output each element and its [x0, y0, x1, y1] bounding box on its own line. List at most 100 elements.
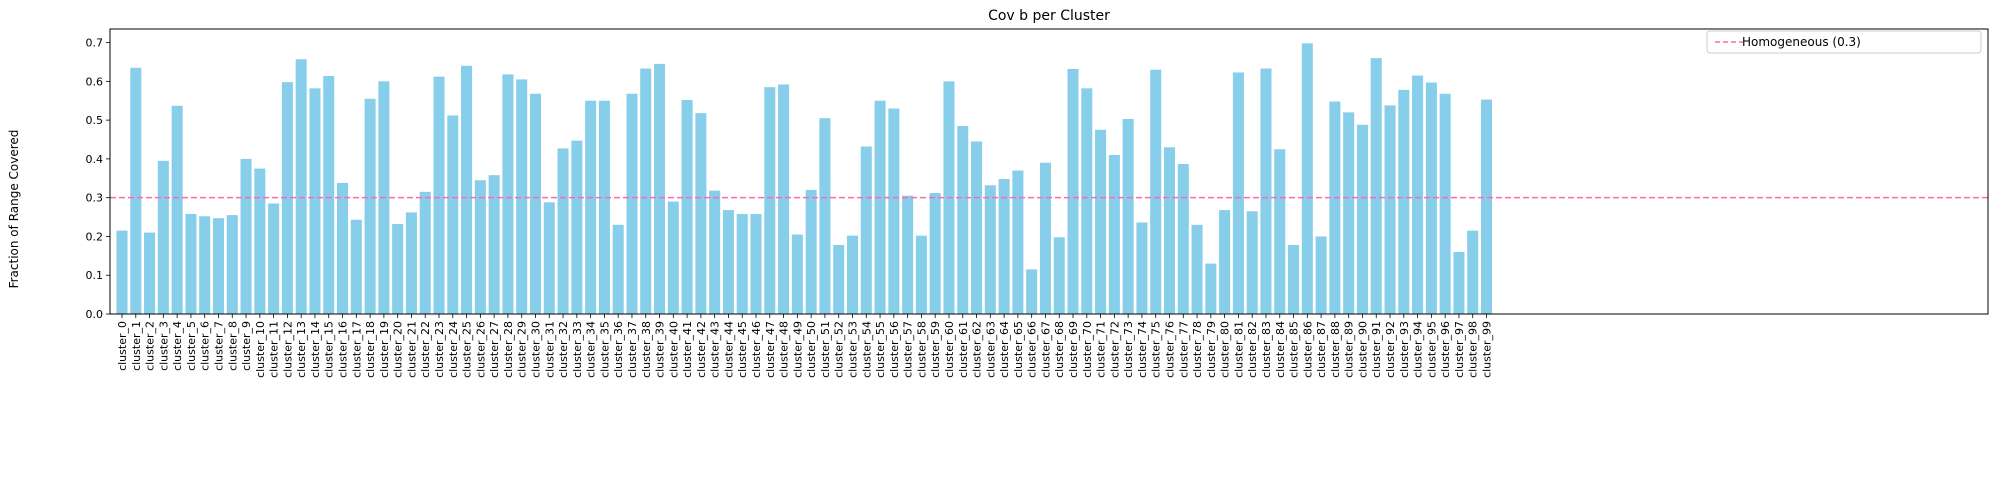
bar-cluster_3	[157, 160, 169, 314]
bar-cluster_72	[1108, 155, 1120, 314]
x-tick-label: cluster_40	[667, 321, 680, 378]
bar-cluster_74	[1136, 222, 1148, 314]
bar-cluster_17	[350, 219, 362, 314]
x-tick-label: cluster_58	[915, 321, 928, 378]
bar-cluster_68	[1053, 237, 1065, 314]
x-tick-label: cluster_82	[1246, 321, 1259, 378]
bar-cluster_96	[1439, 93, 1451, 314]
x-tick-label: cluster_18	[364, 321, 377, 378]
bar-cluster_34	[585, 100, 597, 314]
bar-cluster_91	[1370, 58, 1382, 314]
x-tick-label: cluster_31	[543, 321, 556, 378]
bar-cluster_24	[447, 115, 459, 314]
bar-cluster_93	[1398, 89, 1410, 314]
x-tick-label: cluster_4	[171, 321, 184, 371]
bar-cluster_8	[226, 215, 238, 314]
x-tick-label: cluster_56	[888, 321, 901, 378]
bar-cluster_78	[1191, 224, 1203, 314]
bar-cluster_82	[1246, 211, 1258, 314]
bar-cluster_85	[1288, 244, 1300, 314]
y-tick-label: 0.7	[86, 37, 104, 50]
x-tick-label: cluster_91	[1370, 321, 1383, 378]
bar-cluster_55	[874, 100, 886, 314]
bar-cluster_90	[1356, 124, 1368, 314]
bar-cluster_47	[764, 87, 776, 314]
bar-cluster_4	[171, 105, 183, 314]
x-tick-label: cluster_51	[819, 321, 832, 378]
x-tick-label: cluster_95	[1425, 321, 1438, 378]
x-tick-label: cluster_62	[971, 321, 984, 378]
x-tick-label: cluster_15	[323, 321, 336, 378]
x-tick-label: cluster_63	[984, 321, 997, 378]
x-tick-label: cluster_67	[1039, 321, 1052, 378]
bar-cluster_21	[405, 212, 417, 314]
bar-cluster_44	[722, 210, 734, 314]
x-tick-label: cluster_71	[1095, 321, 1108, 378]
bar-cluster_98	[1467, 230, 1479, 314]
x-tick-label: cluster_26	[474, 321, 487, 378]
x-tick-label: cluster_57	[902, 321, 915, 378]
bar-cluster_5	[185, 213, 197, 314]
x-tick-label: cluster_72	[1108, 321, 1121, 378]
x-tick-label: cluster_54	[860, 321, 873, 378]
x-tick-label: cluster_12	[281, 321, 294, 378]
x-tick-label: cluster_1	[130, 321, 143, 371]
x-tick-label: cluster_46	[750, 321, 763, 378]
x-tick-label: cluster_55	[874, 321, 887, 378]
bar-cluster_48	[778, 84, 790, 314]
x-tick-label: cluster_7	[212, 321, 225, 371]
bar-cluster_43	[709, 190, 721, 314]
bar-cluster_35	[598, 100, 610, 314]
x-tick-label: cluster_86	[1301, 321, 1314, 378]
bar-cluster_26	[474, 180, 486, 314]
x-tick-label: cluster_9	[240, 321, 253, 371]
x-tick-label: cluster_5	[185, 321, 198, 371]
x-tick-label: cluster_42	[695, 321, 708, 378]
bar-cluster_29	[516, 79, 528, 314]
bar-cluster_86	[1301, 43, 1313, 314]
bar-cluster_1	[130, 67, 142, 314]
x-tick-label: cluster_38	[640, 321, 653, 378]
x-tick-label: cluster_78	[1191, 321, 1204, 378]
x-tick-label: cluster_33	[571, 321, 584, 378]
bar-cluster_65	[1012, 170, 1024, 314]
x-tick-label: cluster_97	[1453, 321, 1466, 378]
x-tick-label: cluster_83	[1260, 321, 1273, 378]
y-axis-label: Fraction of Range Covered	[7, 130, 21, 289]
x-tick-label: cluster_98	[1467, 321, 1480, 378]
bar-cluster_89	[1343, 112, 1355, 315]
x-tick-label: cluster_49	[791, 321, 804, 378]
bar-cluster_76	[1163, 147, 1176, 314]
x-tick-label: cluster_85	[1288, 321, 1301, 378]
bar-cluster_97	[1453, 251, 1465, 314]
x-tick-label: cluster_24	[447, 321, 460, 378]
bar-cluster_95	[1425, 82, 1437, 314]
x-tick-label: cluster_36	[612, 321, 625, 378]
x-tick-label: cluster_28	[502, 321, 515, 378]
bar-cluster_88	[1329, 101, 1341, 314]
bar-cluster_15	[323, 75, 335, 314]
x-tick-label: cluster_44	[722, 321, 735, 378]
bar-cluster_50	[805, 189, 817, 314]
x-tick-label: cluster_74	[1136, 321, 1149, 378]
x-tick-label: cluster_21	[405, 321, 418, 378]
x-tick-label: cluster_99	[1481, 321, 1494, 378]
legend-label: Homogeneous (0.3)	[1742, 35, 1861, 49]
bar-cluster_61	[957, 125, 969, 314]
legend: Homogeneous (0.3)	[1706, 30, 1982, 54]
x-tick-label: cluster_61	[957, 321, 970, 378]
bar-cluster_33	[571, 140, 583, 314]
x-tick-label: cluster_16	[337, 321, 350, 378]
x-tick-label: cluster_94	[1412, 321, 1425, 378]
bar-cluster_7	[212, 218, 224, 314]
x-tick-label: cluster_48	[778, 321, 791, 378]
x-tick-label: cluster_80	[1219, 321, 1232, 378]
y-tick-label: 0.5	[86, 114, 104, 127]
x-tick-label: cluster_35	[598, 321, 611, 378]
bar-cluster_16	[337, 182, 349, 314]
bar-cluster_30	[529, 93, 541, 314]
bar-cluster_9	[240, 158, 252, 314]
x-tick-label: cluster_68	[1053, 321, 1066, 378]
bar-cluster_37	[626, 93, 638, 314]
